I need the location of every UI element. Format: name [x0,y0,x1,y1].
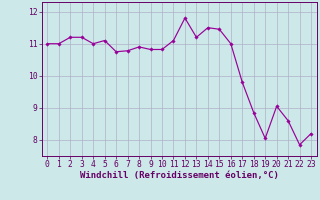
X-axis label: Windchill (Refroidissement éolien,°C): Windchill (Refroidissement éolien,°C) [80,171,279,180]
